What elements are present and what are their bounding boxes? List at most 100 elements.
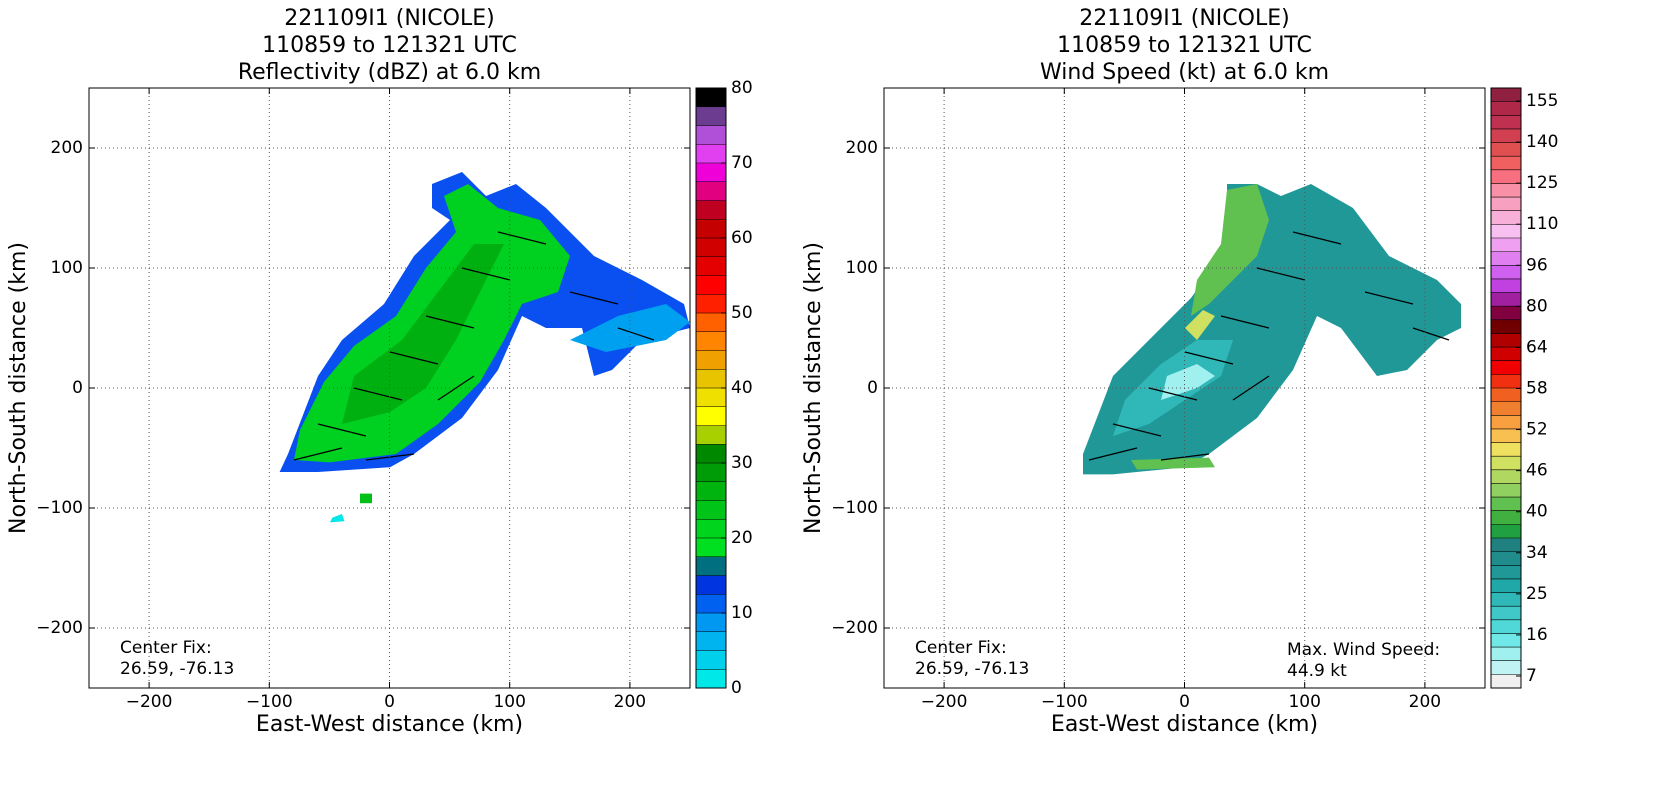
colorbar-block xyxy=(1491,115,1521,130)
colorbar-block xyxy=(696,125,726,145)
colorbar-block xyxy=(1491,606,1521,621)
colorbar-block xyxy=(1491,210,1521,225)
annotation: 44.9 kt xyxy=(1287,661,1347,681)
colorbar-block xyxy=(1491,101,1521,116)
colorbar-block xyxy=(696,556,726,576)
annotation: Center Fix: xyxy=(120,638,212,658)
colorbar-block xyxy=(1491,224,1521,239)
colorbar-block xyxy=(1491,497,1521,512)
colorbar-block xyxy=(1491,183,1521,198)
colorbar-block xyxy=(1491,619,1521,634)
colorbar-block xyxy=(1491,442,1521,457)
colorbar-tick-label: 30 xyxy=(731,453,753,473)
y-tick-label: −100 xyxy=(831,498,878,518)
colorbar-block xyxy=(696,538,726,558)
colorbar-tick-label: 80 xyxy=(1526,296,1548,316)
colorbar-block xyxy=(1491,374,1521,389)
colorbar-block xyxy=(1491,456,1521,471)
colorbar-tick-label: 10 xyxy=(731,603,753,623)
x-tick-label: −200 xyxy=(126,692,173,712)
chart-title: Wind Speed (kt) at 6.0 km xyxy=(1040,60,1329,85)
colorbar-tick-label: 34 xyxy=(1526,543,1548,563)
colorbar-block xyxy=(1491,292,1521,307)
colorbar-tick-label: 96 xyxy=(1526,255,1548,275)
colorbar-block xyxy=(696,294,726,314)
colorbar-block xyxy=(696,444,726,464)
x-tick-label: 0 xyxy=(1179,692,1190,712)
colorbar-block xyxy=(1491,415,1521,430)
colorbar-block xyxy=(1491,319,1521,334)
colorbar-block xyxy=(696,200,726,220)
x-tick-label: −200 xyxy=(921,692,968,712)
colorbar-block xyxy=(1491,428,1521,443)
colorbar-block xyxy=(1491,551,1521,566)
y-tick-label: −100 xyxy=(36,498,83,518)
colorbar-block xyxy=(696,425,726,445)
colorbar-block xyxy=(1491,578,1521,593)
chart-title: 110859 to 121321 UTC xyxy=(1057,33,1312,58)
colorbar-block xyxy=(696,313,726,333)
y-tick-label: 100 xyxy=(846,258,878,278)
colorbar-block xyxy=(1491,169,1521,184)
colorbar-block xyxy=(1491,565,1521,580)
colorbar-block xyxy=(1491,469,1521,484)
colorbar-tick-label: 125 xyxy=(1526,173,1558,193)
colorbar-tick-label: 20 xyxy=(731,528,753,548)
colorbar-block xyxy=(696,163,726,183)
y-tick-label: −200 xyxy=(831,618,878,638)
colorbar-block xyxy=(1491,592,1521,607)
plot-frame xyxy=(883,87,1486,689)
y-tick-label: 0 xyxy=(867,378,878,398)
colorbar-block xyxy=(1491,197,1521,212)
colorbar-block xyxy=(696,519,726,539)
colorbar-block xyxy=(1491,510,1521,525)
x-tick-label: −100 xyxy=(246,692,293,712)
x-tick-label: 200 xyxy=(1409,692,1441,712)
colorbar-block xyxy=(1491,238,1521,252)
y-tick-label: 200 xyxy=(51,138,83,158)
x-tick-label: 200 xyxy=(614,692,646,712)
y-tick-label: 100 xyxy=(51,258,83,278)
y-tick-label: 0 xyxy=(72,378,83,398)
y-tick-label: −200 xyxy=(36,618,83,638)
colorbar-block xyxy=(696,219,726,239)
colorbar-tick-label: 25 xyxy=(1526,584,1548,604)
colorbar-block xyxy=(1491,524,1521,539)
colorbar-tick-label: 155 xyxy=(1526,91,1558,111)
reflectivity-field xyxy=(279,171,690,523)
colorbar-tick-label: 70 xyxy=(731,153,753,173)
colorbar-block xyxy=(1491,156,1521,171)
colorbar-tick-label: 60 xyxy=(731,228,753,248)
chart-title: 221109I1 (NICOLE) xyxy=(284,6,494,31)
colorbar-tick-label: 40 xyxy=(1526,502,1548,522)
colorbar-block xyxy=(1491,265,1521,280)
colorbar-tick-label: 64 xyxy=(1526,337,1548,357)
colorbar-block xyxy=(1491,251,1521,266)
x-axis-label: East-West distance (km) xyxy=(1051,712,1318,737)
colorbar-tick-label: 80 xyxy=(731,78,753,98)
colorbar-block xyxy=(696,481,726,501)
colorbar-block xyxy=(696,350,726,370)
colorbar-block xyxy=(1491,647,1521,662)
wind-speed-field xyxy=(1083,183,1461,475)
colorbar-block xyxy=(696,463,726,483)
colorbar-block xyxy=(1491,278,1521,293)
annotation: Max. Wind Speed: xyxy=(1287,640,1440,660)
colorbar-block xyxy=(696,575,726,595)
colorbar-block xyxy=(1491,401,1521,416)
annotation: Center Fix: xyxy=(915,638,1007,658)
colorbar-tick-label: 16 xyxy=(1526,625,1548,645)
colorbar-block xyxy=(1491,360,1521,375)
colorbar-block xyxy=(696,388,726,408)
colorbar-block xyxy=(1491,633,1521,648)
colorbar-block xyxy=(696,406,726,426)
colorbar-block xyxy=(1491,88,1521,102)
colorbar-block xyxy=(696,256,726,276)
x-tick-label: 100 xyxy=(1288,692,1320,712)
colorbar-block xyxy=(696,650,726,670)
colorbar-block xyxy=(696,144,726,164)
colorbar-block xyxy=(696,275,726,295)
colorbar-tick-label: 110 xyxy=(1526,214,1558,234)
colorbar-block xyxy=(696,669,726,689)
